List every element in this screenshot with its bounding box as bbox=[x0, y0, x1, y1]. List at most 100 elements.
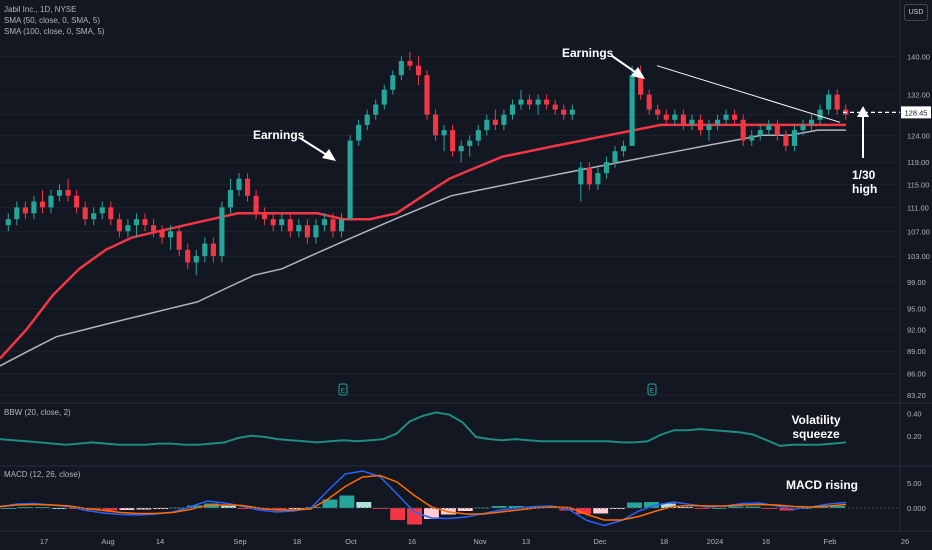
volatility-annotation-line1: Volatility bbox=[791, 413, 841, 427]
time-tick-label: 17 bbox=[40, 537, 48, 546]
candle-body bbox=[133, 219, 140, 226]
candle-body bbox=[381, 89, 387, 105]
candle-body bbox=[808, 119, 815, 125]
macd-histogram-bar bbox=[593, 508, 609, 514]
earnings-arrow-1-head bbox=[322, 149, 336, 161]
price-tick-label: 115.00 bbox=[907, 180, 929, 189]
candle-body bbox=[227, 190, 234, 208]
price-tick-label: 132.00 bbox=[907, 91, 930, 100]
macd-tick-label: 5.00 bbox=[907, 479, 922, 488]
macd-histogram-bar bbox=[711, 508, 727, 509]
candle-body bbox=[834, 94, 840, 110]
earnings-marker-label: E bbox=[650, 388, 655, 395]
signal-path bbox=[0, 474, 847, 521]
macd-histogram-bar bbox=[356, 502, 372, 508]
macd-tick-label: 0.000 bbox=[907, 504, 926, 513]
candle-body bbox=[74, 195, 80, 208]
candle-body bbox=[65, 190, 71, 196]
macd-histogram-bar bbox=[474, 507, 490, 509]
candle-body bbox=[415, 65, 422, 76]
candle-body bbox=[774, 124, 780, 136]
macd-annotation: MACD rising bbox=[786, 478, 858, 492]
candle-body bbox=[749, 135, 755, 141]
candle-body bbox=[116, 219, 122, 232]
candlesticks bbox=[5, 51, 849, 276]
currency-button[interactable]: USD bbox=[904, 4, 928, 21]
candle-body bbox=[492, 119, 498, 125]
candle-body bbox=[757, 130, 763, 136]
candle-body bbox=[501, 114, 507, 125]
candle-body bbox=[91, 213, 97, 220]
candle-body bbox=[262, 213, 268, 220]
candle-body bbox=[424, 75, 430, 115]
macd-histogram-bar bbox=[102, 508, 118, 511]
candle-body bbox=[672, 114, 678, 120]
time-tick-label: Nov bbox=[473, 537, 487, 546]
candle-body bbox=[31, 201, 37, 214]
price-tick-label: 92.00 bbox=[907, 326, 926, 335]
price-tick-label: 111.00 bbox=[907, 203, 929, 212]
candle-body bbox=[142, 219, 148, 226]
candle-body bbox=[544, 99, 550, 105]
candle-body bbox=[740, 119, 746, 141]
earnings-marker-label: E bbox=[341, 388, 346, 395]
time-tick-label: Feb bbox=[824, 537, 837, 546]
legend-sma100: SMA (100, close, 0, SMA, 5) bbox=[4, 27, 105, 36]
high-annotation: 1/30 high bbox=[852, 168, 877, 196]
candle-body bbox=[629, 75, 635, 146]
price-tick-label: 99.00 bbox=[907, 278, 926, 287]
macd-histogram-bar bbox=[728, 506, 744, 508]
candle-body bbox=[526, 99, 533, 105]
candle-body bbox=[484, 119, 490, 131]
candle-body bbox=[210, 243, 216, 257]
price-tick-label: 89.00 bbox=[907, 347, 926, 356]
earnings-marker bbox=[647, 383, 657, 396]
macd-histogram-bar bbox=[407, 508, 422, 525]
candle-body bbox=[467, 140, 473, 146]
price-axis: 140.00 132.00 124.00 119.00 115.00 111.00 107.… bbox=[901, 52, 931, 513]
macd-histogram-bar bbox=[187, 505, 203, 508]
candle-body bbox=[561, 109, 567, 115]
candle-body bbox=[364, 114, 370, 125]
candle-body bbox=[193, 256, 199, 263]
macd-histogram-bar bbox=[576, 508, 592, 514]
macd-histogram-bar bbox=[694, 508, 710, 509]
macd-histogram-bar bbox=[339, 495, 355, 508]
time-tick-label: Oct bbox=[345, 537, 358, 546]
candle-body bbox=[714, 119, 721, 125]
legend: Jabil Inc., 1D, NYSE SMA (50, close, 0, … bbox=[4, 4, 104, 37]
candle-body bbox=[330, 219, 336, 232]
candle-body bbox=[450, 130, 456, 152]
candle-body bbox=[458, 145, 464, 152]
candle-body bbox=[509, 104, 516, 115]
time-tick-label: 26 bbox=[901, 537, 909, 546]
macd-histogram-bar bbox=[779, 508, 795, 511]
candle-body bbox=[441, 130, 447, 136]
candle-body bbox=[14, 207, 20, 220]
candle-body bbox=[48, 195, 54, 208]
candle-body bbox=[150, 225, 157, 232]
candle-body bbox=[646, 94, 652, 110]
macd-histogram-bar bbox=[508, 506, 524, 508]
candle-body bbox=[347, 140, 353, 220]
candle-body bbox=[655, 109, 661, 115]
candle-body bbox=[620, 145, 627, 152]
candle-body bbox=[723, 114, 729, 120]
macd-histogram-bar bbox=[271, 508, 287, 510]
candle-body bbox=[99, 207, 105, 214]
price-tick-label: 86.00 bbox=[907, 369, 926, 378]
candle-body bbox=[108, 207, 114, 220]
candle-body bbox=[236, 178, 242, 191]
candle-body bbox=[279, 219, 285, 226]
price-tick-label: 95.00 bbox=[907, 305, 926, 314]
candle-body bbox=[783, 135, 789, 146]
last-price-tag bbox=[901, 106, 931, 119]
candle-body bbox=[638, 75, 644, 95]
candle-body bbox=[552, 104, 558, 110]
candle-body bbox=[432, 114, 439, 136]
price-tick-label: 83.20 bbox=[907, 391, 926, 400]
candle-body bbox=[159, 231, 165, 238]
candle-body bbox=[270, 219, 276, 226]
